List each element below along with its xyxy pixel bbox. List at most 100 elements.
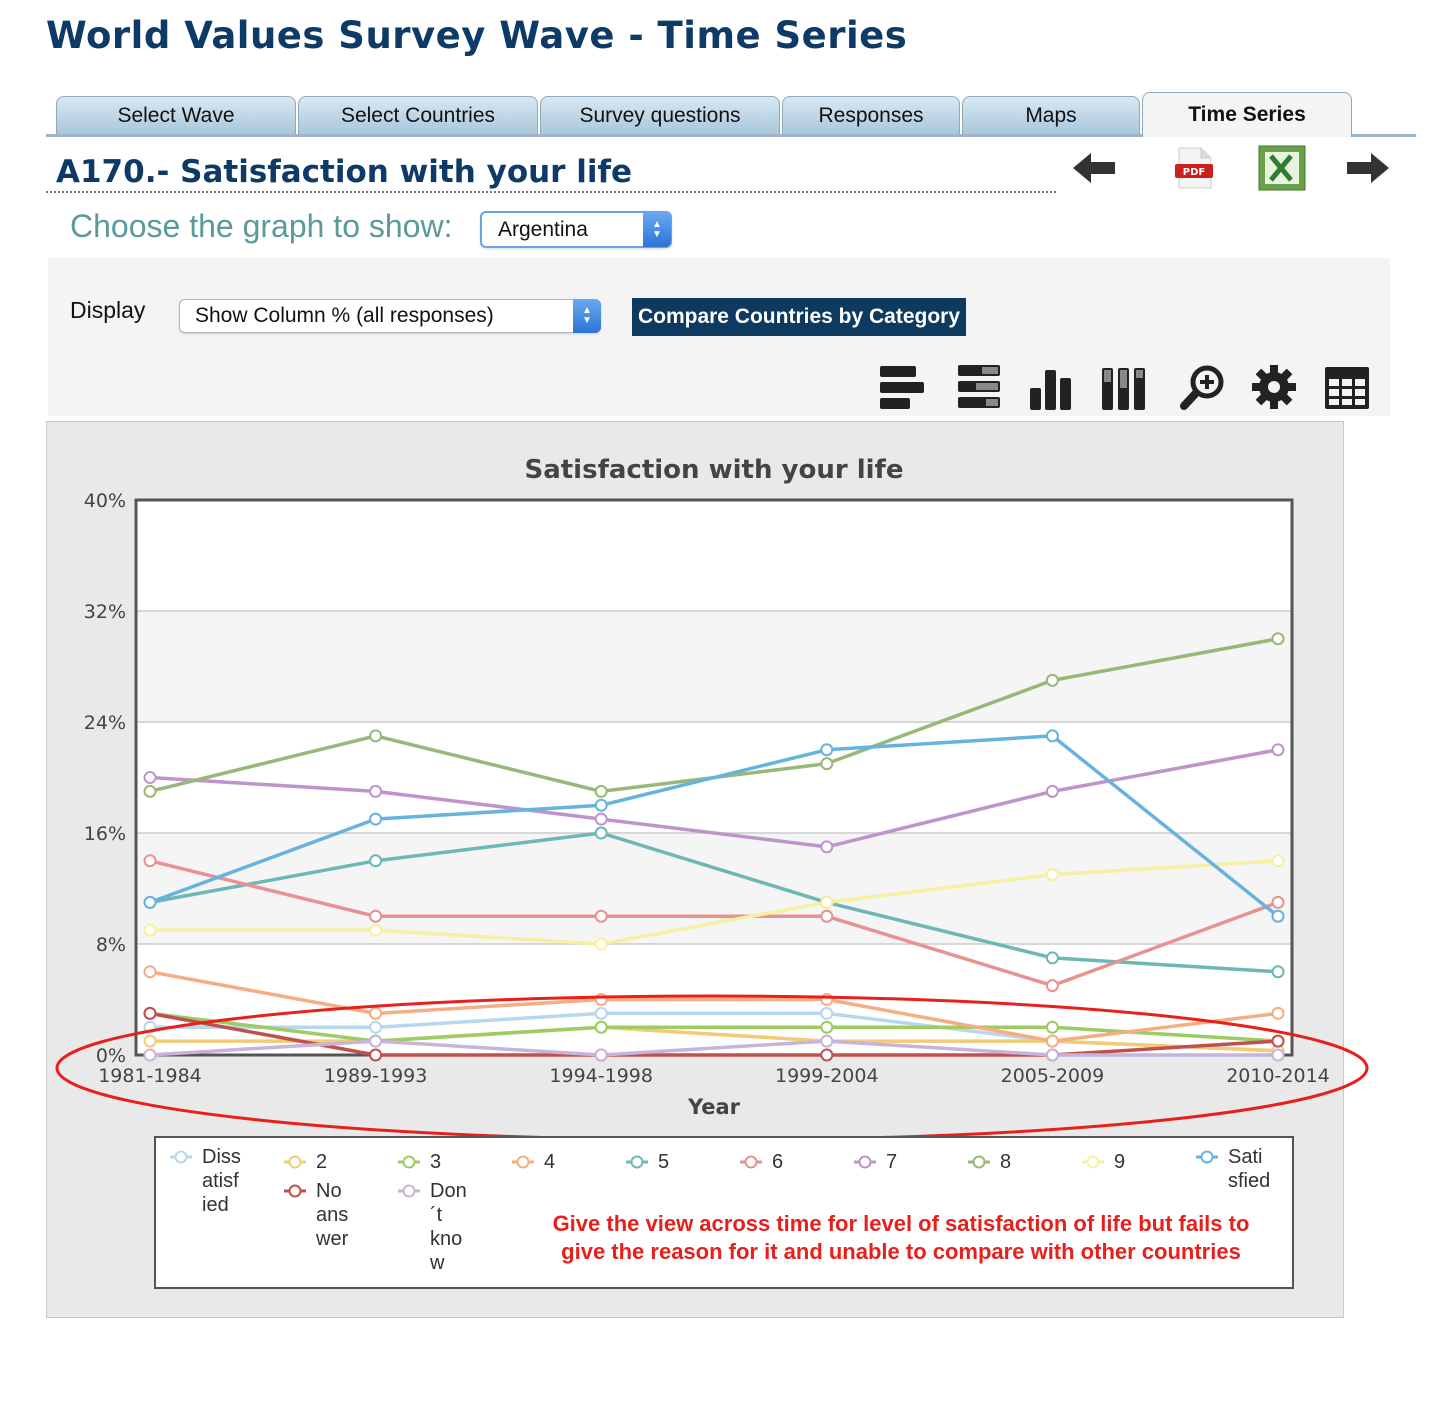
data-point[interactable] (820, 743, 834, 757)
data-point[interactable] (143, 784, 157, 798)
data-point[interactable] (143, 895, 157, 909)
data-point[interactable] (1045, 1020, 1059, 1034)
data-point[interactable] (1271, 854, 1285, 868)
data-point[interactable] (143, 854, 157, 868)
data-point[interactable] (1271, 965, 1285, 979)
data-point[interactable] (1271, 743, 1285, 757)
data-point[interactable] (820, 1048, 834, 1062)
x-tick-label: 1981-1984 (98, 1065, 202, 1087)
country-select[interactable]: Argentina ▲ ▼ (480, 211, 672, 248)
data-point[interactable] (369, 1006, 383, 1020)
data-point[interactable] (594, 1006, 608, 1020)
display-select[interactable]: Show Column % (all responses) ▲ ▼ (179, 299, 601, 333)
legend-item[interactable]: 9 (1080, 1150, 1125, 1180)
legend-marker-icon (284, 1155, 306, 1169)
data-point[interactable] (143, 1006, 157, 1020)
choose-graph-label: Choose the graph to show: (70, 208, 453, 244)
legend-item[interactable]: 8 (966, 1150, 1011, 1180)
legend-item[interactable]: 2 (282, 1150, 327, 1180)
tab-select-wave[interactable]: Select Wave (56, 96, 296, 134)
tab-survey-questions[interactable]: Survey questions (540, 96, 780, 134)
data-point[interactable] (1271, 895, 1285, 909)
data-point[interactable] (594, 798, 608, 812)
data-point[interactable] (1271, 1048, 1285, 1062)
data-point[interactable] (820, 1006, 834, 1020)
stacked-column-icon[interactable] (1100, 362, 1150, 414)
data-point[interactable] (1045, 673, 1059, 687)
legend-item[interactable]: 6 (738, 1150, 783, 1180)
arrow-right-icon[interactable] (1340, 142, 1396, 194)
series-line (149, 1039, 1278, 1057)
compare-countries-button[interactable]: Compare Countries by Category (632, 298, 966, 336)
tab-responses[interactable]: Responses (782, 96, 960, 134)
legend-item[interactable]: Diss atisf ied (168, 1145, 241, 1216)
legend-item[interactable]: Don ´t kno w (396, 1179, 467, 1274)
legend-item[interactable]: 3 (396, 1150, 441, 1180)
data-point[interactable] (594, 826, 608, 840)
page-title: World Values Survey Wave - Time Series (46, 14, 908, 57)
data-point[interactable] (143, 965, 157, 979)
column-chart-icon[interactable] (1028, 362, 1078, 414)
data-point[interactable] (1045, 979, 1059, 993)
series-line (149, 1011, 1279, 1057)
data-point[interactable] (594, 937, 608, 951)
data-point[interactable] (594, 909, 608, 923)
data-point[interactable] (1045, 951, 1059, 965)
data-point[interactable] (369, 1048, 383, 1062)
data-point[interactable] (143, 1048, 157, 1062)
legend-item[interactable]: 4 (510, 1150, 555, 1180)
data-point[interactable] (820, 909, 834, 923)
data-point[interactable] (369, 923, 383, 937)
data-point[interactable] (820, 1020, 834, 1034)
data-point[interactable] (1271, 909, 1285, 923)
data-point[interactable] (143, 1034, 157, 1048)
data-point[interactable] (594, 1020, 608, 1034)
data-point[interactable] (143, 771, 157, 784)
table-icon[interactable] (1322, 362, 1372, 414)
data-point[interactable] (369, 1034, 383, 1048)
excel-icon[interactable] (1254, 142, 1310, 194)
data-point[interactable] (1271, 632, 1285, 646)
data-point[interactable] (594, 812, 608, 826)
data-point[interactable] (1271, 1034, 1285, 1048)
legend-item[interactable]: No ans wer (282, 1179, 348, 1250)
data-point[interactable] (1271, 1006, 1285, 1020)
data-point[interactable] (820, 895, 834, 909)
data-point[interactable] (1045, 784, 1059, 798)
tab-maps[interactable]: Maps (962, 96, 1140, 134)
arrow-left-icon[interactable] (1066, 142, 1122, 194)
legend-item[interactable]: 5 (624, 1150, 669, 1180)
data-point[interactable] (1045, 729, 1059, 743)
horizontal-bar-icon[interactable] (876, 362, 926, 414)
legend-item[interactable]: Sati sfied (1194, 1145, 1270, 1192)
data-point[interactable] (594, 1048, 608, 1062)
pdf-icon[interactable]: PDF (1166, 142, 1222, 194)
series-line (149, 970, 1279, 1043)
legend-label: No ans wer (316, 1179, 348, 1251)
data-point[interactable] (1045, 868, 1059, 882)
legend-marker-icon (626, 1155, 648, 1169)
y-tick-label: 24% (84, 712, 126, 734)
data-point[interactable] (594, 784, 608, 798)
data-point[interactable] (369, 812, 383, 826)
data-point[interactable] (369, 1020, 383, 1034)
data-point[interactable] (1045, 1034, 1059, 1048)
data-point[interactable] (369, 854, 383, 868)
tab-select-countries[interactable]: Select Countries (298, 96, 538, 134)
data-point[interactable] (1045, 1048, 1059, 1062)
legend-item[interactable]: 7 (852, 1150, 897, 1180)
data-point[interactable] (369, 784, 383, 798)
settings-gear-icon[interactable] (1250, 362, 1300, 414)
stacked-horizontal-bar-icon[interactable] (954, 362, 1004, 414)
data-point[interactable] (369, 909, 383, 923)
legend-label-line: No (316, 1180, 342, 1202)
data-point[interactable] (369, 729, 383, 743)
data-point[interactable] (820, 840, 834, 854)
zoom-icon[interactable] (1178, 362, 1228, 414)
data-point[interactable] (143, 923, 157, 937)
data-point[interactable] (820, 1034, 834, 1048)
legend-marker-icon (398, 1184, 420, 1198)
y-tick-label: 0% (96, 1045, 126, 1067)
tab-time-series[interactable]: Time Series (1142, 92, 1352, 137)
data-point[interactable] (820, 757, 834, 771)
